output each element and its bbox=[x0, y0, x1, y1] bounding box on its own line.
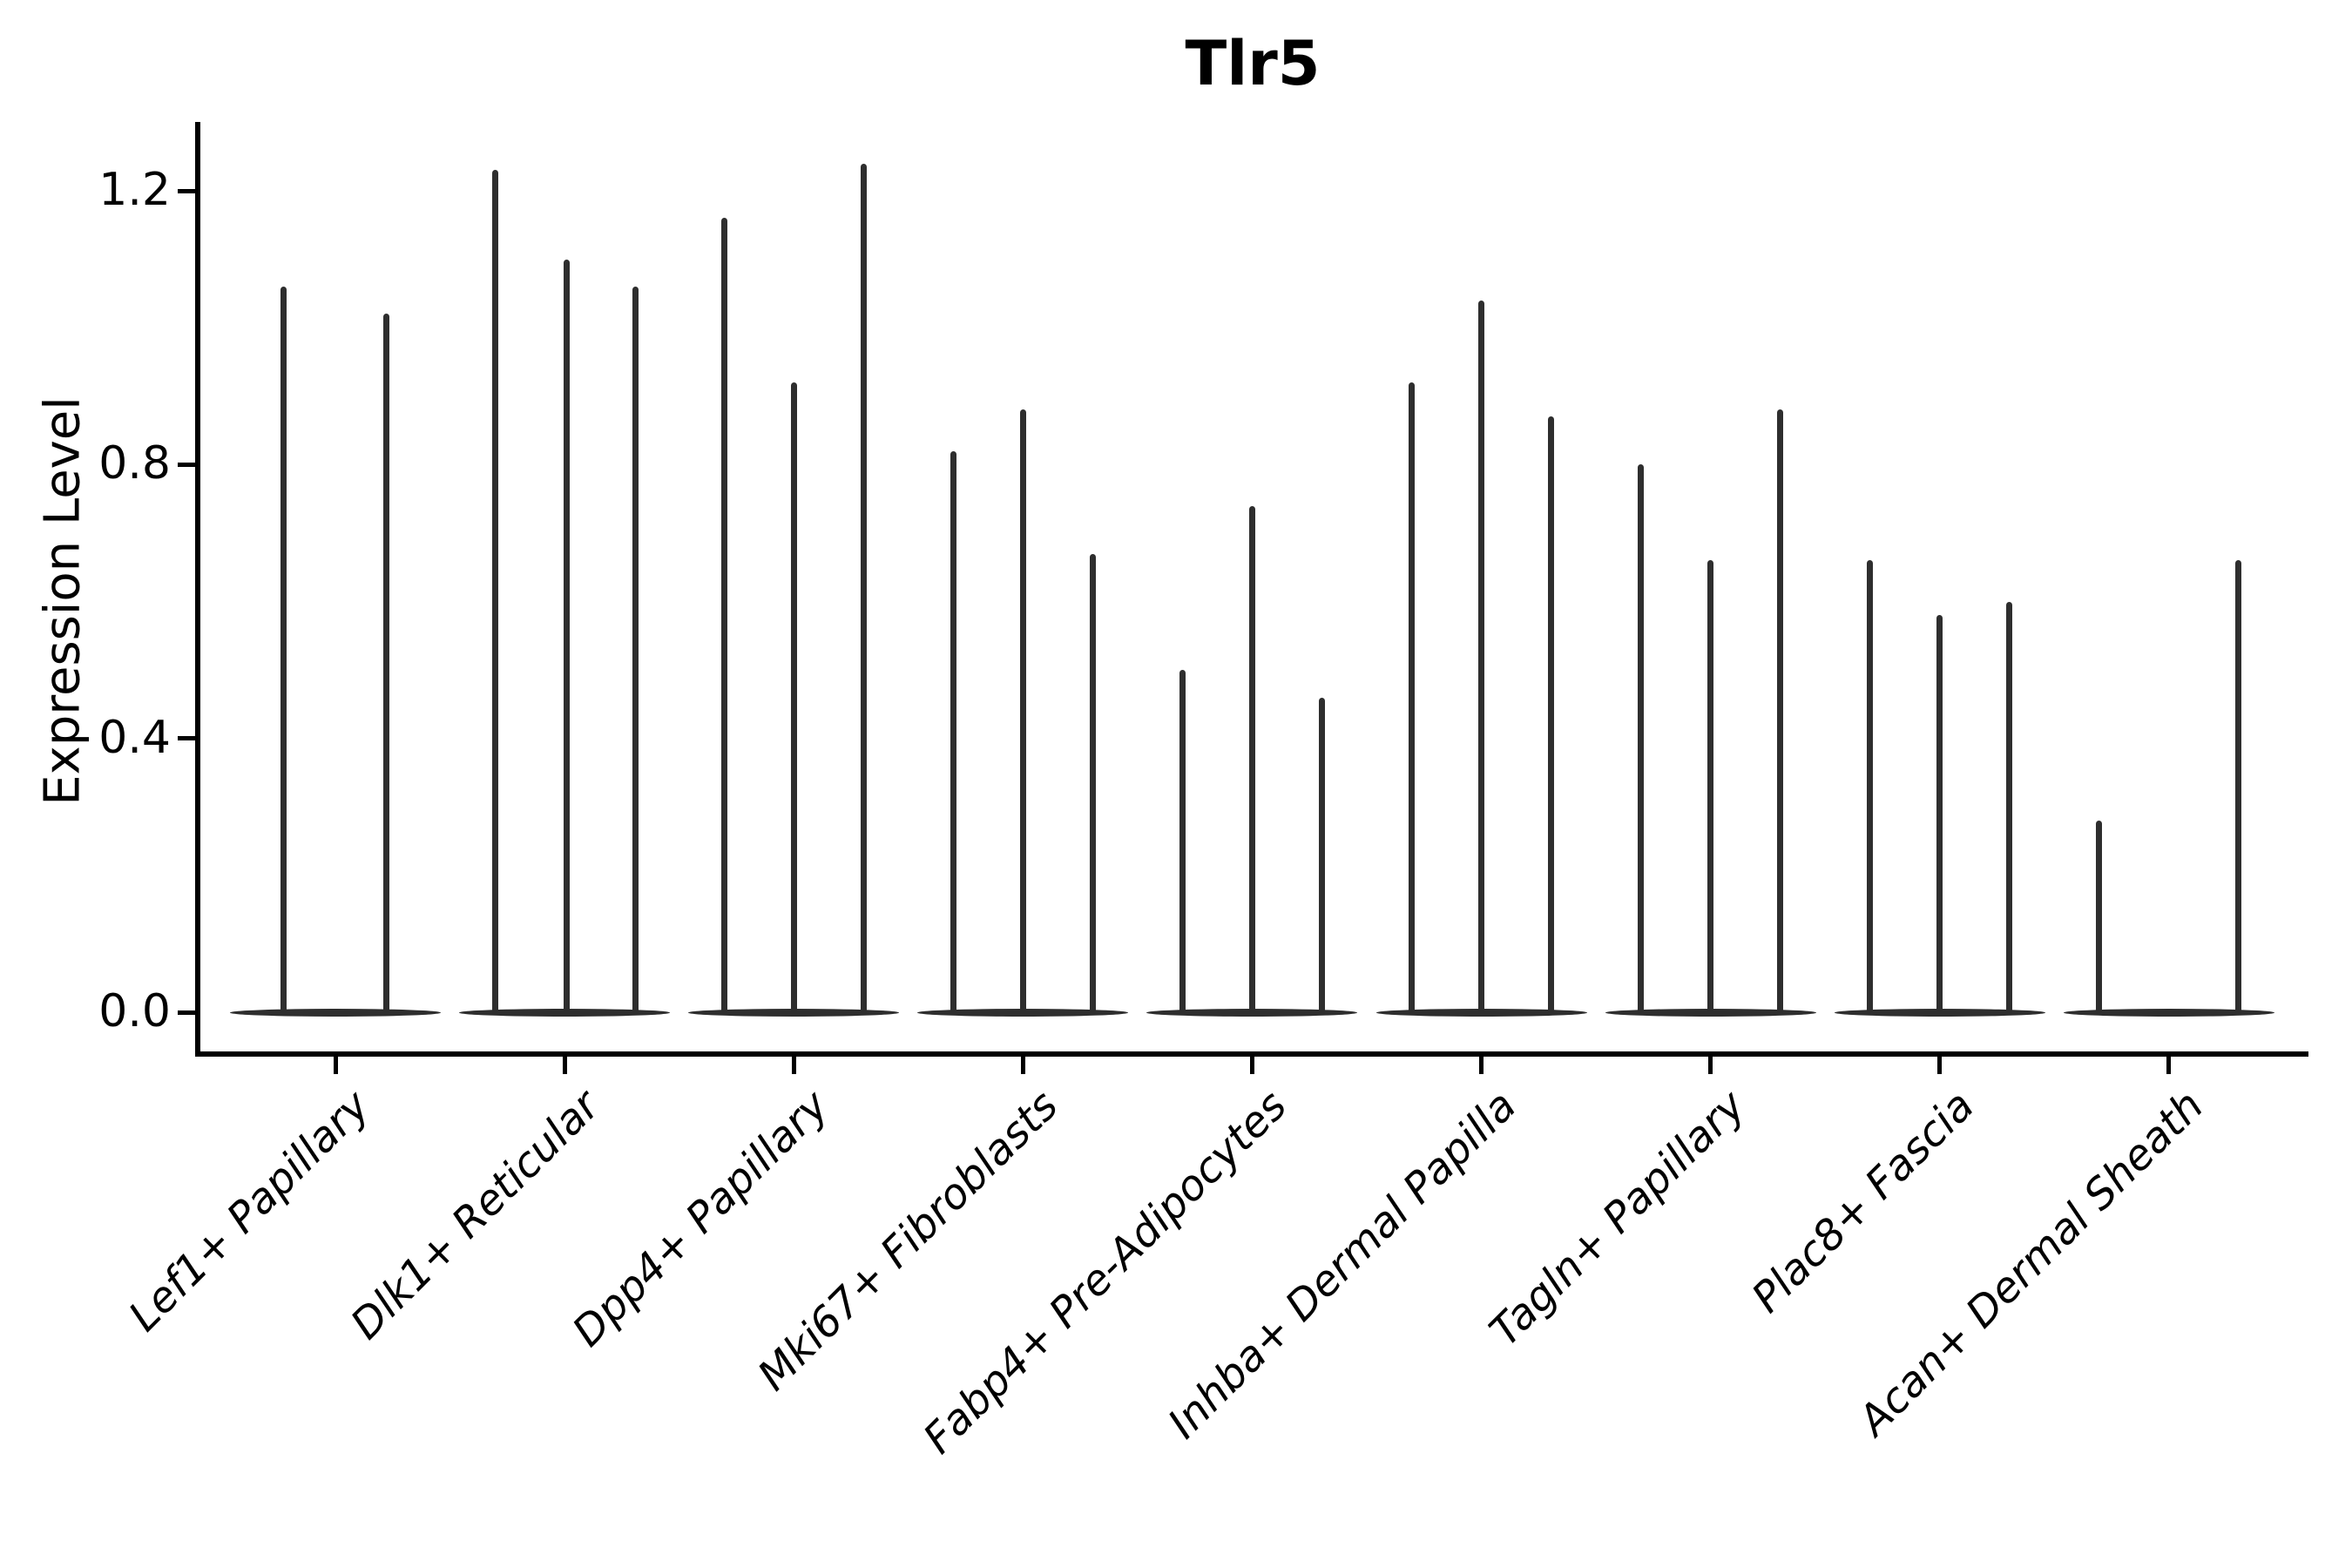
violin-spike bbox=[1936, 615, 1943, 1015]
y-tick-label: 0.0 bbox=[98, 984, 171, 1037]
violin-spike bbox=[382, 314, 389, 1015]
x-tick-mark bbox=[333, 1057, 338, 1074]
x-tick-mark bbox=[1708, 1057, 1713, 1074]
violin-spike bbox=[1089, 553, 1096, 1015]
violin-base bbox=[688, 1008, 900, 1017]
x-axis-spine bbox=[195, 1051, 2308, 1057]
violin-spike bbox=[1019, 409, 1026, 1015]
violin-base bbox=[1605, 1008, 1816, 1017]
x-tick-mark bbox=[791, 1057, 796, 1074]
violin-spike bbox=[1707, 560, 1714, 1015]
y-axis-spine bbox=[195, 122, 200, 1057]
x-tick-mark bbox=[562, 1057, 567, 1074]
violin-spike bbox=[860, 163, 867, 1015]
chart-title: Tlr5 bbox=[1185, 28, 1321, 99]
violin-spike bbox=[2096, 820, 2103, 1015]
violin-base bbox=[230, 1008, 441, 1017]
violin-spike bbox=[1478, 300, 1484, 1015]
x-category-label: Plac8+ Fascia bbox=[1742, 1081, 1984, 1322]
violin-spike bbox=[1318, 697, 1325, 1015]
violin-base bbox=[459, 1008, 671, 1017]
x-tick-mark bbox=[1020, 1057, 1025, 1074]
y-tick-label: 0.4 bbox=[98, 711, 171, 764]
violin-spike bbox=[950, 450, 956, 1015]
violin-spike bbox=[491, 170, 498, 1015]
y-tick-label: 1.2 bbox=[98, 163, 171, 216]
violin-spike bbox=[2235, 560, 2242, 1015]
violin-base bbox=[917, 1008, 1129, 1017]
x-category-label: Tagln+ Papillary bbox=[1480, 1081, 1755, 1356]
y-tick-mark bbox=[178, 462, 195, 467]
violin-spike bbox=[280, 287, 287, 1015]
violin-spike bbox=[1638, 464, 1645, 1015]
violin-spike bbox=[2006, 601, 2013, 1015]
x-tick-mark bbox=[1937, 1057, 1943, 1074]
y-tick-mark bbox=[178, 736, 195, 741]
violin-spike bbox=[632, 287, 639, 1015]
violin-spike bbox=[1179, 670, 1186, 1015]
x-tick-mark bbox=[2166, 1057, 2172, 1074]
x-category-label: Dlk1+ Reticular bbox=[341, 1081, 609, 1349]
violin-spike bbox=[1248, 505, 1255, 1015]
violin-spike bbox=[1548, 416, 1554, 1015]
violin-spike bbox=[720, 218, 727, 1015]
violin-spike bbox=[1867, 560, 1874, 1015]
x-category-label: Lef1+ Papillary bbox=[119, 1081, 380, 1342]
violin-base bbox=[1834, 1008, 2045, 1017]
violin-spike bbox=[563, 259, 570, 1015]
violin-base bbox=[1375, 1008, 1587, 1017]
violin-base bbox=[1146, 1008, 1358, 1017]
violin-spike bbox=[1777, 409, 1784, 1015]
violin-base bbox=[2063, 1008, 2274, 1017]
y-tick-mark bbox=[178, 188, 195, 193]
x-tick-mark bbox=[1249, 1057, 1254, 1074]
y-tick-label: 0.8 bbox=[98, 437, 171, 490]
x-category-label: Dpp4+ Papillary bbox=[563, 1081, 838, 1356]
violin-spike bbox=[1409, 382, 1415, 1015]
y-tick-mark bbox=[178, 1010, 195, 1015]
x-tick-mark bbox=[1479, 1057, 1484, 1074]
violin-spike bbox=[790, 382, 797, 1015]
